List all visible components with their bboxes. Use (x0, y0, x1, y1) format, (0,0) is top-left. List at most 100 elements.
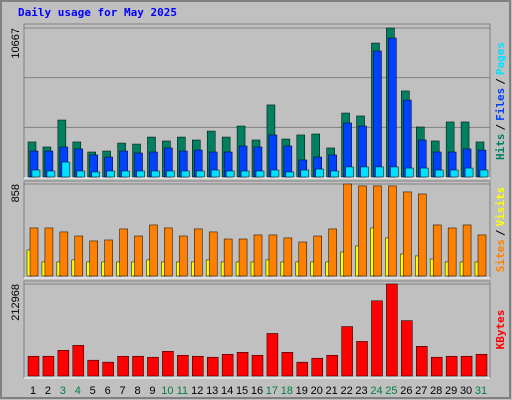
legend-entry: KBytes (494, 310, 507, 350)
x-tick-label: 15 (236, 385, 248, 397)
x-tick-label: 21 (326, 385, 338, 397)
bar (356, 341, 368, 377)
x-tick-label: 30 (460, 385, 472, 397)
x-tick-label: 4 (75, 385, 81, 397)
bar (106, 170, 115, 178)
bar (477, 234, 487, 277)
x-tick-label: 1 (30, 385, 36, 397)
bar (147, 356, 159, 377)
x-tick-label: 31 (475, 385, 487, 397)
bar (236, 352, 249, 377)
bar (164, 227, 173, 277)
x-tick-label: 16 (251, 385, 263, 397)
bar (104, 239, 113, 277)
legend-entry: Pages (494, 42, 507, 75)
legend-separator: / (494, 78, 507, 85)
bar (460, 355, 473, 377)
legend-entry: Visits (494, 187, 507, 227)
bar (149, 224, 158, 277)
bar (240, 170, 250, 178)
bar (87, 359, 99, 377)
bar (360, 166, 369, 178)
bar (102, 361, 114, 377)
bar (373, 185, 382, 277)
bar (42, 355, 55, 377)
bar (266, 333, 279, 377)
bar (210, 169, 220, 178)
x-tick-label: 13 (206, 385, 218, 397)
bar (59, 231, 69, 277)
bar (434, 169, 444, 178)
bar (192, 355, 204, 377)
x-tick-label: 26 (400, 385, 412, 397)
x-tick-label: 2 (45, 385, 51, 397)
bar (151, 170, 160, 178)
bar (31, 169, 41, 178)
bar (388, 185, 397, 277)
legend-entry: Files (494, 88, 507, 121)
bar (328, 228, 337, 277)
x-tick-label: 5 (90, 385, 96, 397)
bar (132, 355, 144, 377)
bar (326, 354, 338, 377)
bar (119, 228, 128, 277)
bar (179, 235, 188, 277)
bar (313, 235, 322, 277)
bar (358, 185, 367, 277)
bar (401, 320, 413, 377)
x-tick-label: 10 (161, 385, 173, 397)
x-tick-label: 14 (221, 385, 233, 397)
bar (57, 350, 70, 377)
bar (61, 161, 71, 178)
bar (29, 227, 39, 277)
x-tick-label: 20 (311, 385, 323, 397)
bar (181, 170, 190, 178)
bar (345, 166, 354, 178)
bar (196, 170, 205, 178)
bar (475, 353, 488, 377)
bar (225, 170, 235, 178)
bar (121, 170, 130, 178)
x-tick-label: 25 (385, 385, 397, 397)
bar (447, 227, 457, 277)
bar (416, 346, 428, 377)
bar (134, 235, 143, 277)
bar (74, 235, 84, 277)
x-tick-label: 3 (60, 385, 66, 397)
x-tick-label: 12 (191, 385, 203, 397)
bar (251, 354, 264, 377)
x-tick-label: 6 (105, 385, 111, 397)
bar (285, 171, 295, 178)
bar (405, 167, 414, 178)
bar (375, 166, 384, 178)
x-tick-label: 29 (445, 385, 457, 397)
x-tick-label: 7 (120, 385, 126, 397)
bar (117, 355, 129, 377)
bar (296, 361, 309, 377)
bar (371, 300, 383, 377)
bar (445, 355, 458, 377)
x-tick-label: 18 (281, 385, 293, 397)
bar (206, 356, 219, 377)
x-tick-label: 23 (355, 385, 367, 397)
legend-separator: / (494, 229, 507, 236)
chart-title: Daily usage for May 2025 (18, 6, 177, 19)
bar (432, 224, 442, 277)
bar (89, 240, 98, 277)
bar (238, 238, 248, 277)
bar (208, 231, 218, 277)
bar (44, 227, 54, 277)
bar (343, 183, 352, 277)
bar (373, 50, 382, 178)
bar (76, 170, 86, 178)
y-tick-label: 858 (10, 184, 22, 202)
x-tick-label: 9 (149, 385, 155, 397)
bar (162, 351, 174, 377)
bar (27, 355, 40, 377)
legend: Hits / Files / Pages (494, 42, 507, 160)
bar (311, 357, 323, 377)
bar (136, 170, 145, 178)
bar (390, 166, 399, 178)
bar (166, 170, 175, 178)
